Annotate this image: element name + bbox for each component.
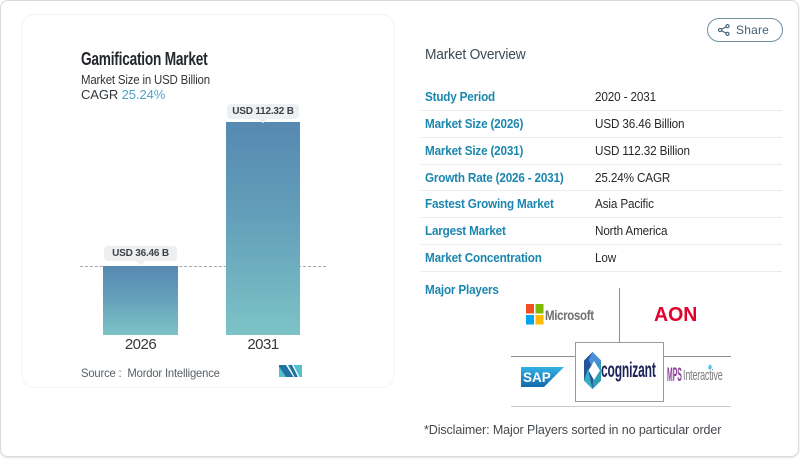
svg-text:SAP: SAP <box>523 370 551 385</box>
